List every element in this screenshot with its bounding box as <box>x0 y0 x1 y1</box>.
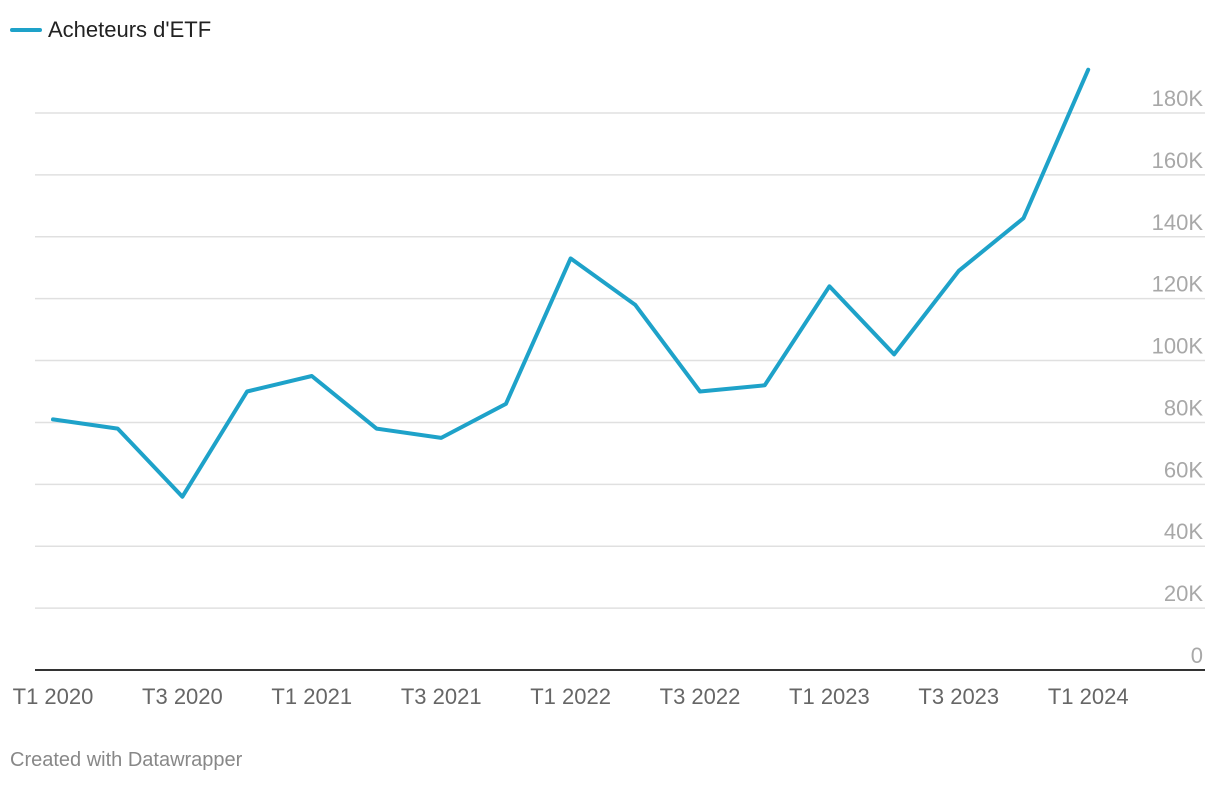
x-tick-label: T3 2020 <box>142 684 223 709</box>
series-layer <box>51 67 1091 499</box>
legend-label: Acheteurs d'ETF <box>48 17 212 42</box>
x-tick-label: T1 2022 <box>530 684 611 709</box>
y-tick-label: 80K <box>1164 395 1203 420</box>
y-tick-label: 180K <box>1152 86 1204 111</box>
legend: Acheteurs d'ETF <box>10 16 211 44</box>
x-tick-label: T1 2023 <box>789 684 870 709</box>
y-axis-ticks: 0 20K 40K 60K 80K 100K 120K 140K 160K 180K <box>1152 86 1204 668</box>
x-tick-label: T1 2024 <box>1048 684 1129 709</box>
y-tick-label: 120K <box>1152 272 1204 297</box>
x-tick-label: T1 2020 <box>13 684 94 709</box>
x-axis-ticks: T1 2020 T3 2020 T1 2021 T3 2021 T1 2022 T3 20… <box>13 684 1129 709</box>
y-tick-label: 20K <box>1164 581 1203 606</box>
x-tick-label: T3 2023 <box>918 684 999 709</box>
x-tick-label: T3 2021 <box>401 684 482 709</box>
x-tick-label: T3 2022 <box>660 684 741 709</box>
y-tick-label: 60K <box>1164 457 1203 482</box>
y-tick-label: 140K <box>1152 210 1204 235</box>
x-tick-label: T1 2021 <box>271 684 352 709</box>
legend-swatch <box>10 28 42 32</box>
grid-lines <box>35 112 1205 609</box>
y-tick-label: 40K <box>1164 519 1203 544</box>
credit-text: Created with Datawrapper <box>10 749 243 771</box>
y-tick-label: 100K <box>1152 334 1204 359</box>
y-tick-label: 160K <box>1152 148 1204 173</box>
series-line <box>51 67 1091 499</box>
y-tick-label: 0 <box>1191 643 1203 668</box>
